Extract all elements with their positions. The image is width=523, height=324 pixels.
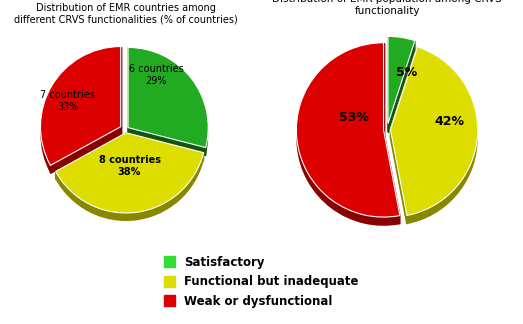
Wedge shape (297, 43, 400, 217)
Title: Distribution of EMR population among CRVS
functionality: Distribution of EMR population among CRV… (272, 0, 502, 16)
Legend: Satisfactory, Functional but inadequate, Weak or dysfunctional: Satisfactory, Functional but inadequate,… (164, 256, 359, 308)
Polygon shape (391, 47, 417, 139)
Wedge shape (40, 54, 121, 173)
Text: 29%: 29% (145, 76, 167, 86)
Polygon shape (55, 133, 126, 179)
Wedge shape (128, 55, 208, 156)
Text: 38%: 38% (118, 167, 141, 177)
Wedge shape (388, 45, 415, 132)
Polygon shape (128, 128, 206, 156)
Polygon shape (126, 133, 203, 161)
Wedge shape (391, 47, 477, 215)
Text: 53%: 53% (339, 111, 369, 124)
Wedge shape (388, 36, 415, 123)
Title: Distribution of EMR countries among
different CRVS functionalities (% of countri: Distribution of EMR countries among diff… (14, 3, 237, 25)
Polygon shape (383, 130, 400, 224)
Text: 7 countries: 7 countries (40, 89, 95, 99)
Text: 6 countries: 6 countries (129, 64, 184, 74)
Wedge shape (391, 56, 477, 224)
Wedge shape (128, 47, 208, 147)
Wedge shape (55, 133, 203, 213)
Wedge shape (297, 52, 400, 226)
Text: 5%: 5% (395, 65, 417, 78)
Polygon shape (391, 130, 407, 224)
Text: 42%: 42% (435, 115, 465, 128)
Polygon shape (50, 127, 121, 173)
Polygon shape (388, 41, 415, 132)
Text: 8 countries: 8 countries (98, 155, 161, 165)
Wedge shape (40, 47, 121, 165)
Wedge shape (55, 141, 203, 221)
Text: 33%: 33% (57, 101, 78, 111)
